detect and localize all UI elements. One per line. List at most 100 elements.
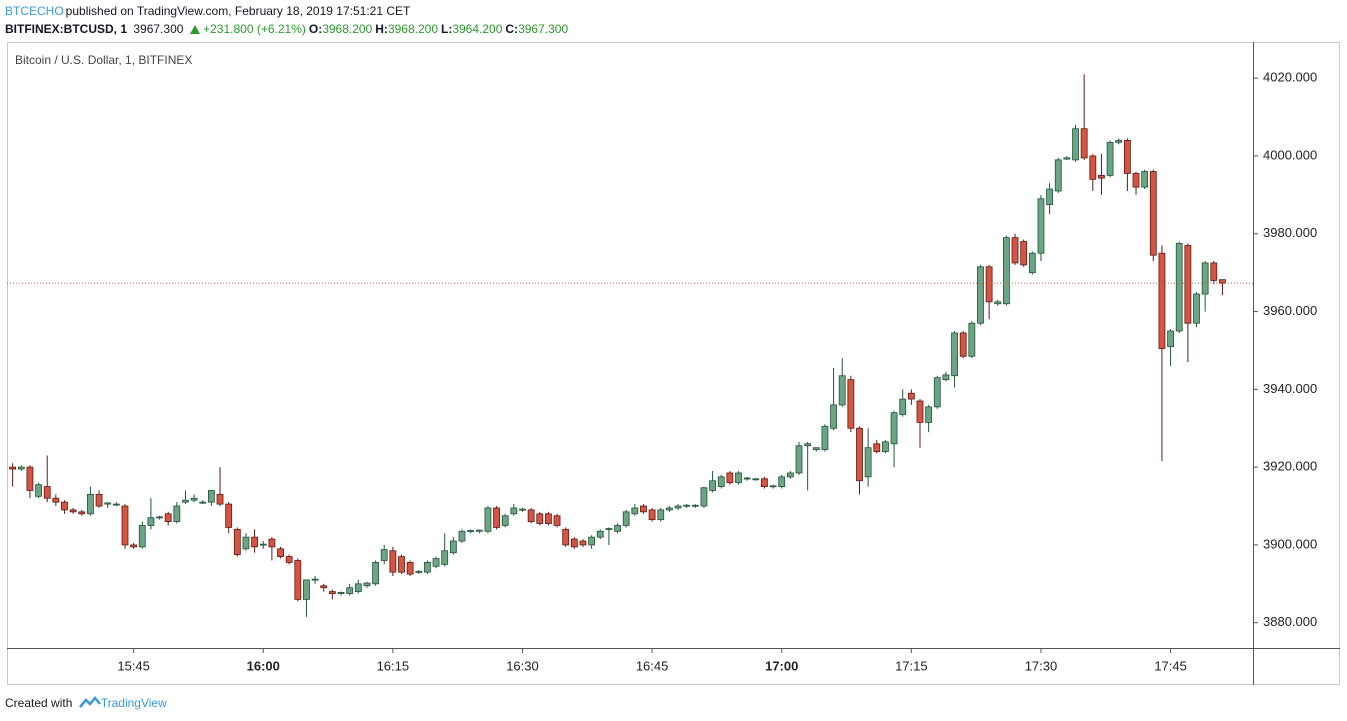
candle-body (1149, 171, 1157, 256)
candle-body (562, 528, 570, 546)
candle-body (1003, 237, 1010, 305)
ohlc-label: L: (441, 22, 453, 36)
y-tick-label: 3960.000 (1263, 303, 1317, 318)
candle-body (216, 493, 224, 505)
candle-body (916, 400, 924, 423)
candle-body (242, 536, 250, 550)
y-tick-label: 3880.000 (1263, 614, 1317, 629)
footer: Created with TradingView (5, 696, 170, 710)
candle-body (985, 266, 993, 303)
candle-body (1175, 243, 1183, 332)
candle-body (657, 509, 665, 521)
chart: Bitcoin / U.S. Dollar, 1, BITFINEX 3880.… (7, 42, 1340, 685)
candle-body (1141, 171, 1149, 188)
y-tick-label: 3980.000 (1263, 225, 1317, 240)
candle-body (804, 443, 812, 447)
candle-body (605, 528, 613, 530)
candle-body (873, 443, 881, 452)
candle-body (951, 332, 958, 377)
x-tick-label: 17:30 (1025, 658, 1058, 673)
candle-body (233, 528, 241, 556)
publisher[interactable]: BTCECHO (5, 4, 64, 18)
ohlc-value: 3964.200 (452, 22, 503, 36)
candle-body (363, 582, 371, 587)
candle-body (977, 266, 984, 324)
candle-body (709, 480, 716, 491)
candle-body (1158, 252, 1166, 349)
candle-body (311, 578, 319, 581)
candle-body (735, 472, 742, 484)
candle-body (156, 516, 163, 519)
x-tick-label: 16:15 (377, 658, 410, 673)
candle-body (786, 472, 794, 478)
candle-body (864, 447, 872, 478)
candle-body (588, 536, 596, 546)
candle-body (726, 472, 734, 484)
candle-body (199, 501, 207, 504)
logo (78, 696, 101, 708)
candle-body (968, 322, 976, 357)
candle-body (164, 513, 172, 522)
candle-body (467, 530, 475, 532)
candle-body (104, 502, 112, 505)
candle-body (1210, 262, 1218, 281)
candle-body (994, 301, 1002, 305)
candle-body (69, 509, 77, 513)
candle-body (1046, 188, 1054, 205)
candle-body (1132, 173, 1140, 188)
ohlc-value: 3967.300 (518, 22, 569, 36)
candle-body (959, 332, 967, 357)
candle-body (320, 585, 328, 589)
candle-body (35, 484, 42, 497)
candle-body (882, 441, 889, 452)
y-tick-label: 4020.000 (1263, 70, 1317, 85)
candle-body (346, 587, 354, 594)
symbol-line: BITFINEX:BTCUSD, 1 3967.300 +231.800 (+6… (5, 22, 574, 36)
candle-body (545, 513, 552, 524)
candle-body (761, 478, 768, 487)
candle-body (925, 406, 933, 423)
candle-body (225, 503, 233, 528)
candle-body (1063, 157, 1071, 160)
candle-body (207, 490, 215, 503)
candle-body (830, 404, 837, 429)
chart-frame (7, 42, 1340, 685)
brand[interactable]: TradingView (100, 696, 167, 710)
candle-body (259, 543, 267, 546)
candle-body (1219, 279, 1226, 284)
candle-body (933, 377, 941, 408)
candle-body (1167, 330, 1174, 347)
candle-body (942, 374, 950, 381)
candle-body (1098, 175, 1105, 179)
candle-body (519, 508, 526, 511)
candle-body (294, 560, 302, 600)
candle-body (493, 507, 500, 528)
ohlc-label: O: (308, 22, 323, 36)
candle-body (769, 485, 777, 488)
symbol: BITFINEX:BTCUSD, 1 (5, 22, 128, 36)
candle-body (752, 478, 760, 481)
candle-body (95, 493, 103, 507)
candle-body (579, 540, 587, 546)
candle-body (648, 509, 656, 521)
candle-body (389, 550, 397, 573)
candle-body (441, 550, 449, 565)
ohlc-value: 3968.200 (387, 22, 438, 36)
candle-body (614, 525, 621, 532)
candle-body (52, 497, 60, 503)
candle-body (631, 507, 639, 515)
candle-body (398, 556, 405, 573)
candle-body (700, 487, 708, 507)
candle-body (1072, 128, 1079, 161)
candle-body (130, 544, 138, 548)
candle-body (475, 529, 483, 532)
chart-title: Bitcoin / U.S. Dollar, 1, BITFINEX (15, 53, 192, 67)
x-tick-label: 17:00 (765, 658, 798, 673)
candle-body (838, 375, 846, 406)
candle-body (78, 511, 86, 515)
candle-body (372, 562, 379, 585)
candle-body (812, 447, 820, 451)
candle-body (536, 513, 544, 524)
candle-body (665, 507, 673, 511)
